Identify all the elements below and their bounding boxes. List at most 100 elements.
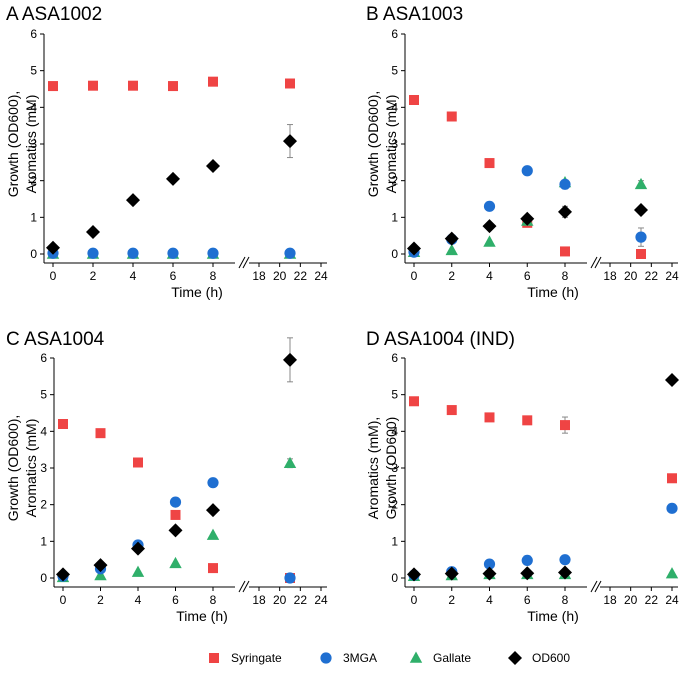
series-od [56, 337, 297, 582]
legend-item-gallate: Gallate [409, 651, 471, 665]
data-point-od [482, 566, 497, 581]
x-tick-label: 4 [135, 593, 142, 607]
x-tick-label: 20 [624, 593, 638, 607]
data-point-syringate [484, 412, 495, 423]
x-tick-label: 0 [411, 269, 418, 283]
y-tick-label: 3 [30, 137, 37, 151]
series-od [46, 124, 297, 255]
axis-break-mark [590, 256, 598, 269]
x-tick-label: 20 [624, 269, 638, 283]
data-point-mga [559, 178, 571, 190]
data-point-od [482, 219, 497, 234]
legend-marker-gallate [409, 651, 423, 663]
axis-break-mark [238, 580, 246, 593]
panel-title: D ASA1004 (IND) [366, 329, 515, 350]
y-tick-label: 1 [40, 534, 47, 548]
series-od [407, 373, 679, 582]
y-tick-label: 2 [391, 498, 398, 512]
x-tick-label: 8 [210, 269, 217, 283]
data-point-od [444, 566, 459, 581]
data-point-syringate [409, 95, 419, 105]
x-tick-label: 22 [294, 269, 308, 283]
x-tick-label: 18 [252, 269, 266, 283]
axis-break-mark [242, 580, 250, 593]
legend-label: OD600 [532, 651, 570, 665]
data-point-mga [284, 247, 296, 259]
x-tick-label: 24 [314, 593, 328, 607]
data-point-syringate [168, 81, 178, 92]
y-tick-label: 5 [391, 64, 398, 78]
y-tick-label: 4 [30, 100, 37, 114]
data-point-od [168, 523, 183, 538]
y-tick-label: 1 [391, 534, 398, 548]
y-tick-label: 1 [30, 210, 37, 224]
axis-break-mark [594, 256, 602, 269]
legend-item-syringate: Syringate [209, 651, 282, 665]
x-tick-label: 6 [524, 269, 531, 283]
data-point-od [131, 541, 145, 556]
axis-break-mark [594, 580, 602, 593]
x-tick-label: 2 [448, 269, 455, 283]
y-tick-label: 3 [40, 461, 47, 475]
data-point-syringate [446, 405, 457, 416]
x-tick-label: 0 [411, 593, 418, 607]
y-axis-label-line1: Growth (OD600), [5, 415, 21, 522]
data-point-syringate [667, 473, 677, 484]
x-tick-label: 18 [252, 593, 266, 607]
legend-marker-mga [320, 652, 332, 664]
y-tick-label: 0 [391, 571, 398, 585]
data-point-syringate [560, 246, 570, 257]
y-tick-label: 2 [40, 498, 47, 512]
data-point-gallate [94, 568, 107, 581]
data-point-syringate [88, 80, 98, 91]
x-tick-label: 22 [645, 269, 659, 283]
data-point-mga [284, 572, 296, 584]
x-tick-label: 24 [665, 593, 679, 607]
data-point-syringate [560, 420, 570, 431]
y-tick-label: 5 [391, 388, 398, 402]
data-point-gallate [169, 556, 182, 569]
y-tick-label: 5 [40, 388, 47, 402]
series-mga [408, 165, 647, 258]
data-point-mga [635, 231, 647, 243]
y-tick-label: 0 [30, 247, 37, 261]
y-tick-label: 2 [391, 174, 398, 188]
x-tick-label: 22 [294, 593, 308, 607]
data-point-mga [167, 247, 179, 259]
y-tick-label: 4 [391, 100, 398, 114]
x-tick-label: 2 [448, 593, 455, 607]
y-axis-label-line1: Aromatics (mM), [365, 417, 381, 520]
data-point-mga [559, 554, 571, 566]
x-tick-label: 6 [172, 593, 179, 607]
y-axis-label-line2: Aromatics (mM) [23, 95, 39, 194]
data-point-gallate [283, 456, 297, 469]
series-syringate [409, 396, 677, 484]
data-point-syringate [208, 563, 218, 574]
x-tick-label: 4 [486, 269, 493, 283]
y-axis-label-line2: Aromatics (mM) [383, 95, 399, 194]
x-tick-label: 8 [210, 593, 217, 607]
x-axis-label: Time (h) [527, 608, 579, 624]
data-point-od [558, 204, 572, 219]
y-tick-label: 4 [40, 424, 47, 438]
x-tick-label: 0 [50, 269, 57, 283]
series-od [407, 203, 648, 256]
x-tick-label: 6 [170, 269, 177, 283]
data-point-mga [483, 558, 496, 570]
legend-marker-od [508, 651, 522, 665]
data-point-syringate [484, 158, 495, 169]
x-tick-label: 4 [486, 593, 493, 607]
y-axis-label-line2: Growth (OD600) [383, 417, 399, 520]
y-tick-label: 4 [391, 424, 398, 438]
x-tick-label: 4 [130, 269, 137, 283]
data-point-syringate [522, 415, 533, 426]
data-point-mga [483, 200, 496, 212]
data-point-syringate [58, 419, 68, 429]
x-tick-label: 22 [645, 593, 659, 607]
y-tick-label: 3 [391, 461, 398, 475]
data-point-mga [169, 496, 182, 508]
x-tick-label: 0 [60, 593, 67, 607]
